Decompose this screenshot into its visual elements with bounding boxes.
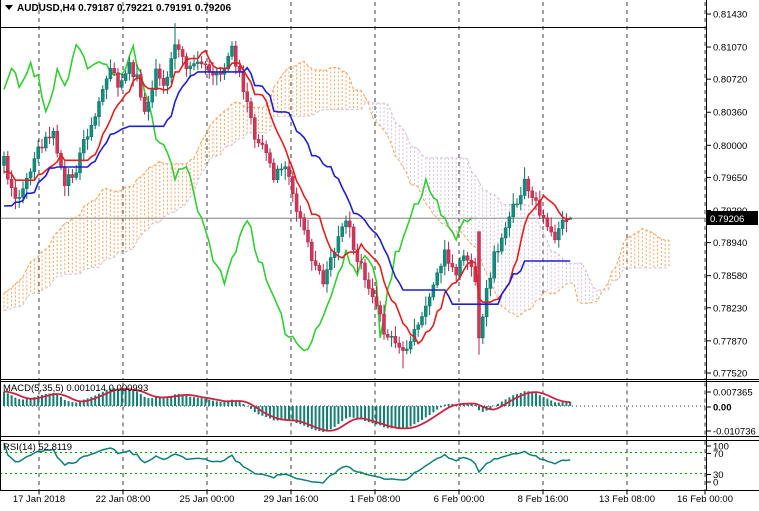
- current-price-label: 0.79206: [710, 214, 744, 225]
- grid-lines: [38, 2, 706, 490]
- axis-tick-label: 0.78230: [713, 303, 747, 314]
- axis-tick-label: 0: [713, 478, 718, 489]
- axis-tick-label: 70: [713, 449, 724, 460]
- axis-tick-label: 0.80720: [713, 75, 747, 86]
- current-price-badge: 0.79206: [707, 211, 758, 225]
- time-axis-label: 16 Feb 00:00: [677, 494, 733, 505]
- main-price-panel[interactable]: [0, 23, 706, 369]
- axis-tick-label: 30: [713, 470, 724, 481]
- axis-tick-label: 0.00: [713, 403, 732, 414]
- axis-tick-label: 0.007365: [713, 388, 753, 399]
- time-axis-label: 1 Feb 08:00: [350, 494, 401, 505]
- axis-tick-label: 0.78580: [713, 271, 747, 282]
- axis-tick-label: 0.80360: [713, 108, 747, 119]
- time-axis-label: 25 Jan 00:00: [180, 494, 235, 505]
- axis-tick-label: 0.80000: [713, 141, 747, 152]
- axis-tick-label: 0.77520: [713, 369, 747, 380]
- macd-panel[interactable]: [0, 388, 706, 432]
- chart-title: AUDUSD,H4 0.79187 0.79221 0.79191 0.7920…: [17, 3, 231, 14]
- axis-tick-label: 0.78940: [713, 238, 747, 249]
- rsi-panel[interactable]: [0, 442, 706, 484]
- time-axis-label: 6 Feb 00:00: [434, 494, 485, 505]
- axis-tick-label: 100: [713, 442, 729, 453]
- macd-label: MACD(5,35,5) 0.001014 0.000993: [3, 383, 148, 394]
- rsi-label: RSI(14) 52.8119: [3, 442, 72, 453]
- time-axis-label: 29 Jan 16:00: [264, 494, 319, 505]
- axis-tick-label: 0.79650: [713, 173, 747, 184]
- time-axis-label: 22 Jan 08:00: [96, 494, 151, 505]
- time-axis-label: 8 Feb 16:00: [518, 494, 569, 505]
- axis-tick-label: -0.010736: [713, 427, 756, 438]
- time-axis[interactable]: 17 Jan 2018 22 Jan 08:00 25 Jan 00:00 29 Ja…: [13, 490, 733, 506]
- axis-tick-label: 0.81070: [713, 43, 747, 54]
- axis-tick-label: 0.77870: [713, 336, 747, 347]
- time-axis-label: 13 Feb 08:00: [599, 494, 655, 505]
- time-axis-label: 17 Jan 2018: [13, 494, 65, 505]
- symbol-dropdown-arrow-icon[interactable]: [5, 5, 13, 10]
- axis-tick-label: 0.81430: [713, 10, 747, 21]
